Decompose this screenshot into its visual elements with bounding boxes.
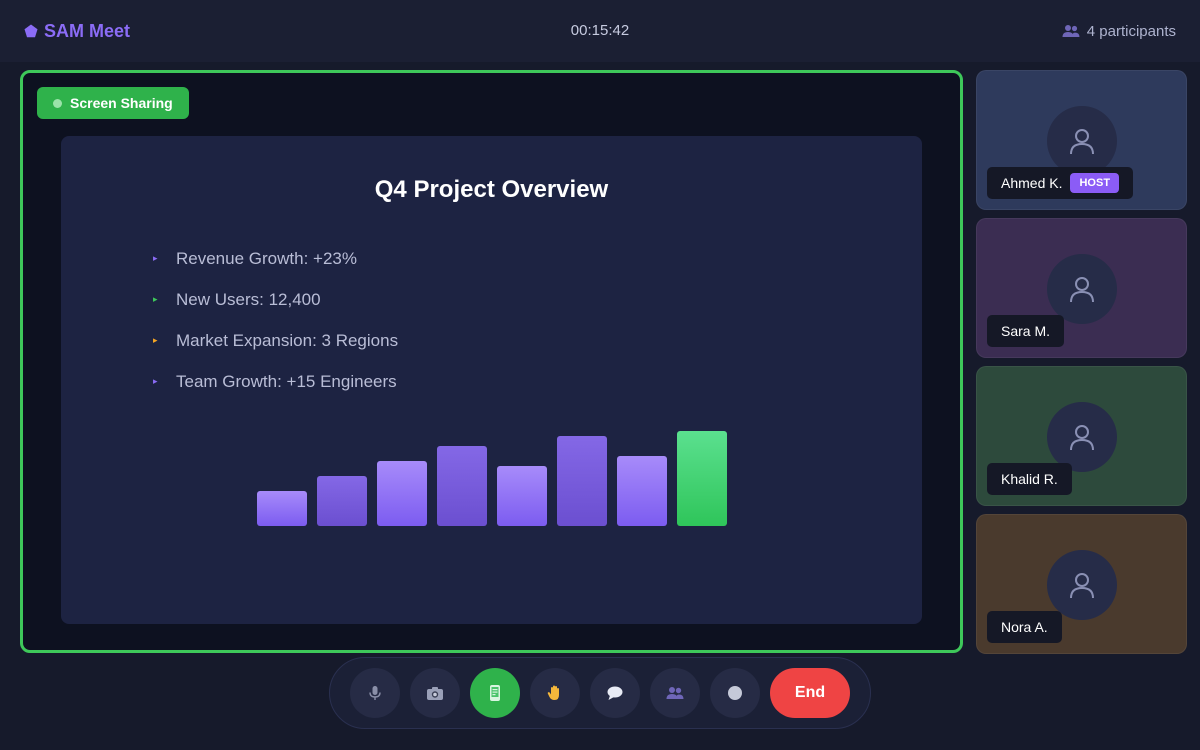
user-icon (1070, 277, 1094, 303)
slide-bullet: ▸ Revenue Growth: +23% (153, 238, 398, 279)
participant-name: Ahmed K. (1001, 175, 1063, 191)
chart-bar-1 (257, 491, 307, 526)
microphone-icon (369, 686, 381, 700)
host-badge: HOST (1070, 173, 1120, 193)
slide-bullet: ▸ Market Expansion: 3 Regions (153, 320, 398, 361)
screen-share-icon (490, 685, 500, 701)
user-icon (1070, 129, 1094, 155)
slide-bullet-text: Team Growth: +15 Engineers (176, 371, 397, 391)
slide-bullets: ▸ Revenue Growth: +23% ▸ New Users: 12,4… (153, 238, 398, 402)
triangle-bullet-icon: ▸ (153, 376, 158, 386)
camera-icon (427, 687, 443, 700)
participant-name: Sara M. (1001, 323, 1051, 339)
raise-hand-icon (547, 685, 559, 700)
pentagon-logo-icon (24, 24, 38, 38)
record-button[interactable] (710, 668, 760, 718)
slide-bar-chart (257, 431, 727, 526)
participant-tile-ahmed[interactable]: Ahmed K. HOST (976, 70, 1187, 210)
participant-name-tag: Khalid R. (987, 463, 1072, 495)
slide-bullet: ▸ New Users: 12,400 (153, 279, 398, 320)
slide-bullet: ▸ Team Growth: +15 Engineers (153, 361, 398, 402)
chart-bar-4 (437, 446, 487, 526)
avatar (1047, 402, 1117, 472)
live-dot-icon (53, 98, 62, 108)
raise-hand-button[interactable] (530, 668, 580, 718)
screen-sharing-label: Screen Sharing (70, 95, 173, 111)
microphone-button[interactable] (350, 668, 400, 718)
chart-bar-2 (317, 476, 367, 526)
triangle-bullet-icon: ▸ (153, 335, 158, 345)
avatar (1047, 550, 1117, 620)
slide-bullet-text: Market Expansion: 3 Regions (176, 330, 399, 350)
user-icon (1070, 425, 1094, 451)
participant-tile-sara[interactable]: Sara M. (976, 218, 1187, 358)
shared-slide: Q4 Project Overview ▸ Revenue Growth: +2… (61, 136, 922, 624)
avatar (1047, 106, 1117, 176)
slide-bullet-text: New Users: 12,400 (176, 289, 321, 309)
screen-sharing-badge: Screen Sharing (37, 87, 189, 119)
participant-name: Khalid R. (1001, 471, 1058, 487)
brand-name: SAM Meet (44, 20, 131, 41)
participants-icon (666, 687, 684, 699)
triangle-bullet-icon: ▸ (153, 253, 158, 263)
record-icon (728, 686, 742, 700)
participant-tile-khalid[interactable]: Khalid R. (976, 366, 1187, 506)
camera-button[interactable] (410, 668, 460, 718)
chart-bar-7 (617, 456, 667, 526)
slide-title: Q4 Project Overview (374, 176, 609, 203)
chart-bar-8 (677, 431, 727, 526)
screen-share-stage: Screen Sharing Q4 Project Overview ▸ Rev… (20, 70, 963, 653)
chart-bar-6 (557, 436, 607, 526)
chat-button[interactable] (590, 668, 640, 718)
people-icon (1062, 25, 1080, 37)
participants-button[interactable] (650, 668, 700, 718)
call-controls: End (329, 657, 871, 729)
participant-name-tag: Ahmed K. HOST (987, 167, 1134, 199)
participants-label: 4 participants (1086, 22, 1176, 40)
user-icon (1070, 573, 1094, 599)
slide-bullet-text: Revenue Growth: +23% (176, 248, 357, 268)
participant-name-tag: Nora A. (987, 611, 1062, 643)
chart-bar-5 (497, 466, 547, 526)
chart-bar-3 (377, 461, 427, 526)
brand: SAM Meet (24, 21, 130, 42)
chat-icon (607, 686, 623, 700)
end-call-button[interactable]: End (770, 668, 850, 718)
top-bar: SAM Meet 4 participants (0, 0, 1200, 62)
participants-count[interactable]: 4 participants (1062, 23, 1176, 40)
participant-name-tag: Sara M. (987, 315, 1065, 347)
avatar (1047, 254, 1117, 324)
participant-tile-nora[interactable]: Nora A. (976, 514, 1187, 654)
screen-share-button[interactable] (470, 668, 520, 718)
triangle-bullet-icon: ▸ (153, 294, 158, 304)
participant-name: Nora A. (1001, 619, 1048, 635)
